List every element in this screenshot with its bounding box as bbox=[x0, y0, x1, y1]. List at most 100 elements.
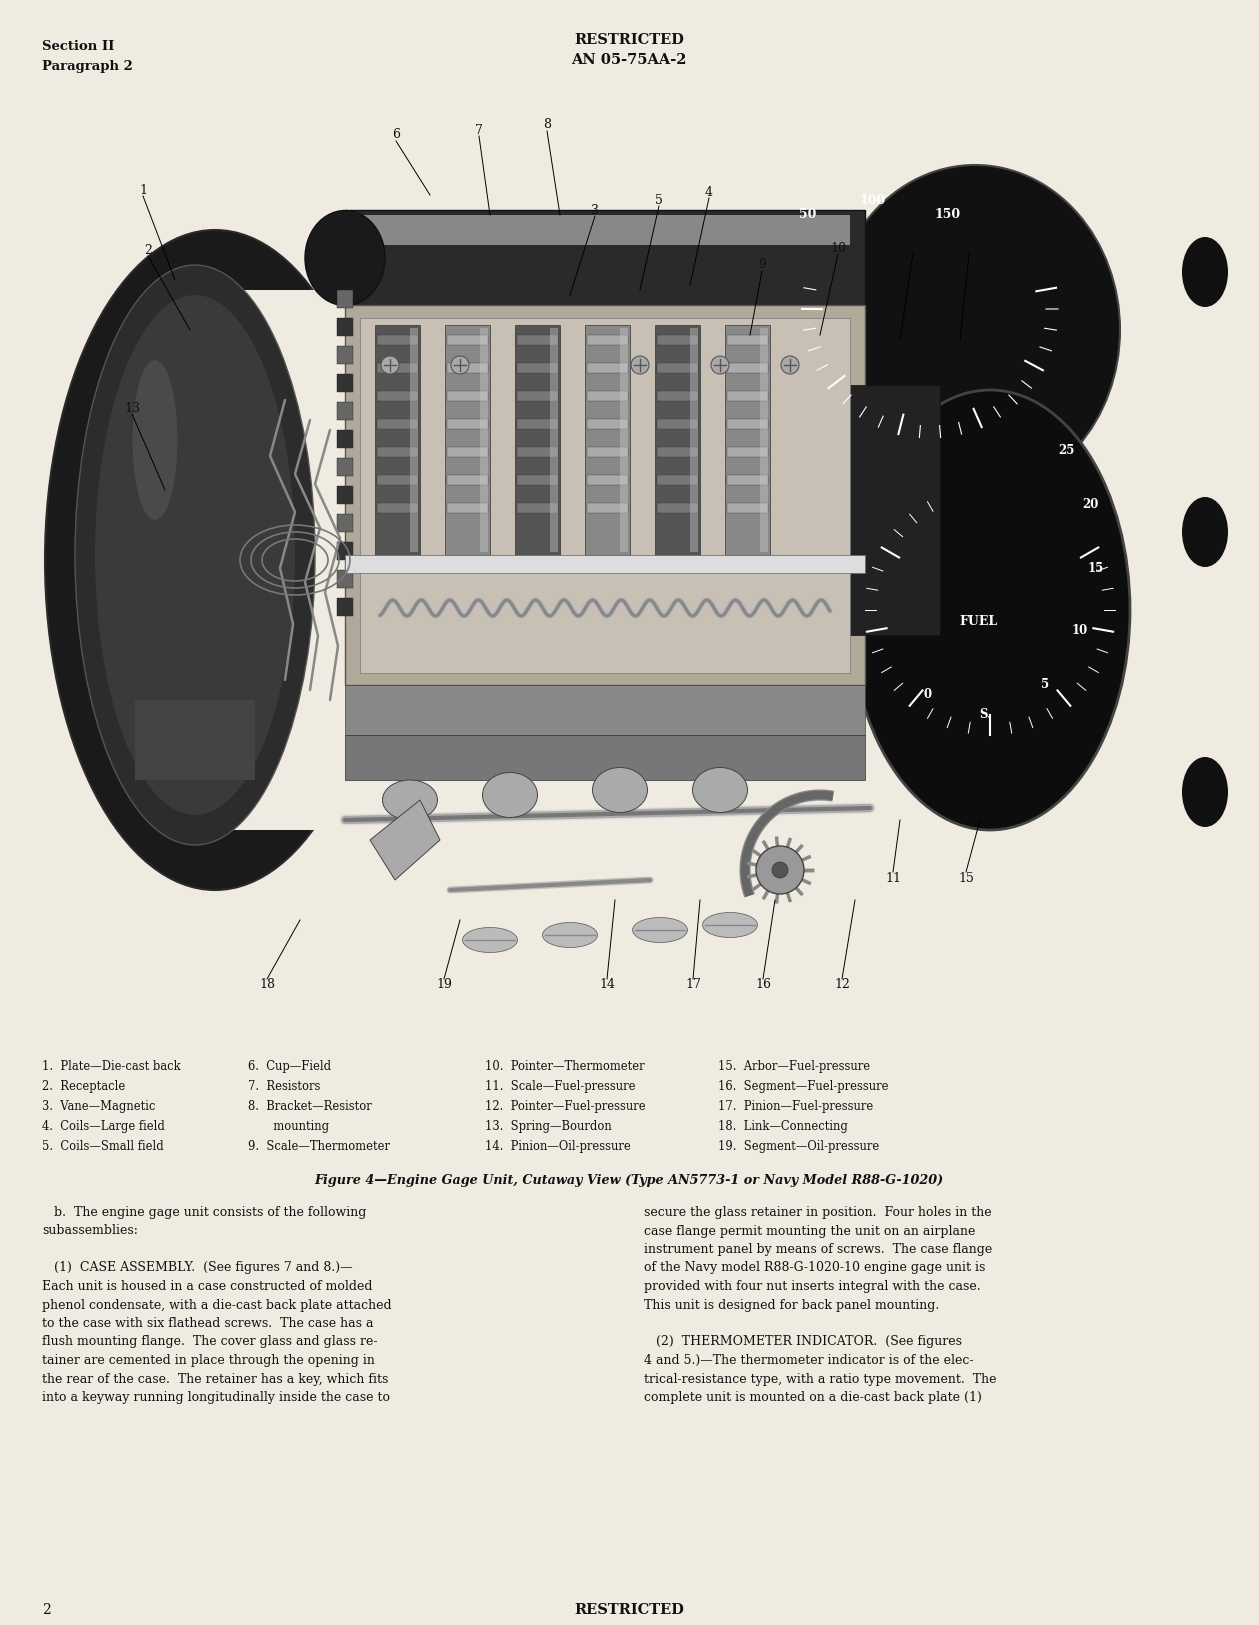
Bar bbox=[447, 447, 488, 457]
Ellipse shape bbox=[45, 231, 385, 890]
Ellipse shape bbox=[383, 780, 437, 821]
Bar bbox=[726, 335, 768, 344]
Text: 11.  Scale—Fuel-pressure: 11. Scale—Fuel-pressure bbox=[485, 1081, 636, 1094]
Bar bbox=[444, 325, 490, 556]
Bar bbox=[760, 328, 768, 552]
Bar bbox=[375, 325, 421, 556]
FancyBboxPatch shape bbox=[345, 210, 865, 306]
Text: 15: 15 bbox=[958, 871, 974, 884]
Text: 9.  Scale—Thermometer: 9. Scale—Thermometer bbox=[248, 1141, 390, 1154]
Bar bbox=[337, 318, 353, 336]
Bar bbox=[337, 570, 353, 588]
Ellipse shape bbox=[850, 390, 1131, 830]
Text: 0: 0 bbox=[924, 689, 932, 702]
Ellipse shape bbox=[451, 356, 470, 374]
Bar bbox=[345, 734, 865, 780]
Bar bbox=[587, 392, 628, 401]
Text: 9: 9 bbox=[758, 258, 765, 271]
Bar bbox=[657, 504, 697, 514]
Bar bbox=[726, 419, 768, 429]
Text: 25: 25 bbox=[1058, 444, 1074, 457]
Ellipse shape bbox=[703, 913, 758, 938]
Text: 2.  Receptacle: 2. Receptacle bbox=[42, 1081, 125, 1094]
Bar bbox=[726, 362, 768, 374]
Bar bbox=[410, 328, 418, 552]
Text: 10: 10 bbox=[1071, 624, 1088, 637]
Bar bbox=[447, 419, 488, 429]
Bar bbox=[337, 346, 353, 364]
Bar bbox=[360, 318, 850, 673]
Text: Section II: Section II bbox=[42, 41, 115, 54]
Text: 6: 6 bbox=[392, 128, 400, 141]
Ellipse shape bbox=[132, 361, 178, 520]
Ellipse shape bbox=[772, 861, 788, 878]
Polygon shape bbox=[370, 800, 439, 881]
FancyBboxPatch shape bbox=[215, 289, 395, 830]
Text: AN 05-75AA-2: AN 05-75AA-2 bbox=[572, 54, 686, 67]
Bar bbox=[376, 447, 418, 457]
Text: 15.  Arbor—Fuel-pressure: 15. Arbor—Fuel-pressure bbox=[718, 1060, 870, 1072]
Text: FUEL: FUEL bbox=[959, 614, 997, 627]
Text: Figure 4—Engine Gage Unit, Cutaway View (Type AN5773-1 or Navy Model R88-G-1020): Figure 4—Engine Gage Unit, Cutaway View … bbox=[315, 1173, 943, 1186]
Text: 18: 18 bbox=[259, 978, 274, 991]
Bar bbox=[690, 328, 697, 552]
Bar bbox=[550, 328, 558, 552]
Text: 5: 5 bbox=[655, 193, 663, 206]
Bar bbox=[725, 325, 771, 556]
Text: 13.  Spring—Bourdon: 13. Spring—Bourdon bbox=[485, 1120, 612, 1133]
Bar bbox=[517, 447, 558, 457]
Bar bbox=[726, 474, 768, 484]
Bar bbox=[337, 374, 353, 392]
Text: 19.  Segment—Oil-pressure: 19. Segment—Oil-pressure bbox=[718, 1141, 879, 1154]
Bar bbox=[345, 556, 865, 574]
Bar bbox=[657, 419, 697, 429]
Text: 1.  Plate—Die-cast back: 1. Plate—Die-cast back bbox=[42, 1060, 180, 1072]
Text: 14: 14 bbox=[599, 978, 614, 991]
Text: 4.  Coils—Large field: 4. Coils—Large field bbox=[42, 1120, 165, 1133]
Text: 6.  Cup—Field: 6. Cup—Field bbox=[248, 1060, 331, 1072]
Bar bbox=[376, 392, 418, 401]
Ellipse shape bbox=[381, 356, 399, 374]
Text: 12: 12 bbox=[833, 978, 850, 991]
Ellipse shape bbox=[711, 356, 729, 374]
Bar bbox=[337, 543, 353, 561]
Text: 8.  Bracket—Resistor: 8. Bracket—Resistor bbox=[248, 1100, 371, 1113]
Ellipse shape bbox=[632, 918, 687, 942]
Bar bbox=[657, 362, 697, 374]
Text: 2: 2 bbox=[144, 244, 152, 257]
Text: 20: 20 bbox=[1081, 499, 1098, 512]
Bar bbox=[619, 328, 628, 552]
Text: 17.  Pinion—Fuel-pressure: 17. Pinion—Fuel-pressure bbox=[718, 1100, 874, 1113]
Bar bbox=[585, 325, 630, 556]
Bar bbox=[360, 214, 850, 245]
Bar bbox=[376, 362, 418, 374]
Text: 14.  Pinion—Oil-pressure: 14. Pinion—Oil-pressure bbox=[485, 1141, 631, 1154]
Text: 5.  Coils—Small field: 5. Coils—Small field bbox=[42, 1141, 164, 1154]
Text: 2: 2 bbox=[42, 1602, 50, 1617]
Text: mounting: mounting bbox=[248, 1120, 329, 1133]
Text: 7.  Resistors: 7. Resistors bbox=[248, 1081, 320, 1094]
Text: 4: 4 bbox=[705, 185, 713, 198]
Text: 15: 15 bbox=[1088, 562, 1104, 575]
Bar bbox=[726, 392, 768, 401]
Bar bbox=[657, 447, 697, 457]
FancyBboxPatch shape bbox=[840, 385, 940, 635]
Bar bbox=[337, 289, 353, 309]
Text: 17: 17 bbox=[685, 978, 701, 991]
Bar bbox=[587, 504, 628, 514]
Bar bbox=[480, 328, 488, 552]
Bar bbox=[447, 392, 488, 401]
Bar bbox=[376, 474, 418, 484]
Bar bbox=[587, 419, 628, 429]
Bar bbox=[726, 504, 768, 514]
Text: 10.  Pointer—Thermometer: 10. Pointer—Thermometer bbox=[485, 1060, 645, 1072]
Text: 7: 7 bbox=[475, 124, 483, 136]
Ellipse shape bbox=[692, 767, 748, 812]
Bar bbox=[517, 474, 558, 484]
Ellipse shape bbox=[1182, 237, 1228, 307]
Ellipse shape bbox=[543, 923, 598, 947]
Text: 11: 11 bbox=[905, 242, 922, 255]
FancyBboxPatch shape bbox=[135, 700, 256, 780]
Text: 11: 11 bbox=[885, 871, 901, 884]
Bar bbox=[376, 419, 418, 429]
